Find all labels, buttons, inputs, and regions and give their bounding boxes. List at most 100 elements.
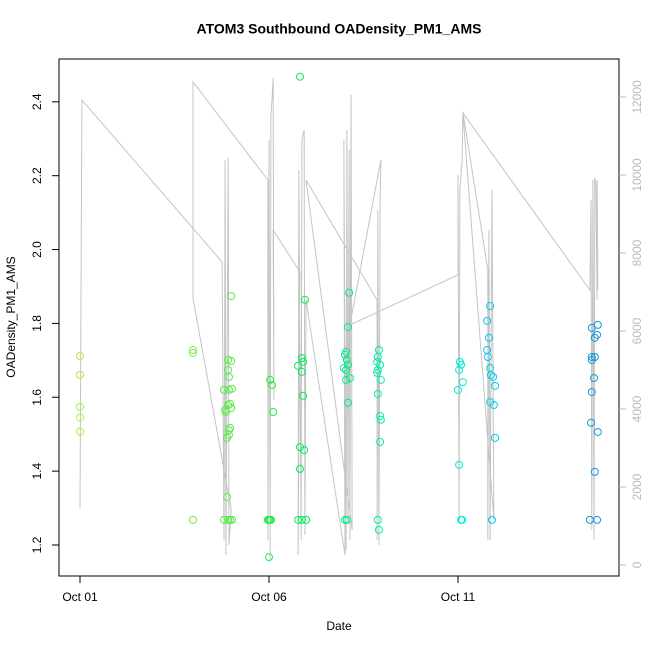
point (593, 427, 602, 436)
point (76, 370, 85, 379)
point (76, 427, 85, 436)
x-tick-label: Oct 11 (441, 590, 476, 604)
y2-tick-label: 4000 (630, 395, 644, 422)
point (224, 430, 233, 439)
point (483, 316, 492, 325)
y-tick-label: 2.2 (30, 167, 44, 184)
y-axis-label: OADensity_PM1_AMS (4, 256, 18, 377)
y-tick-label: 1.4 (30, 462, 44, 479)
point (587, 418, 596, 427)
y2-tick-label: 6000 (630, 317, 644, 344)
point (343, 398, 352, 407)
point (339, 364, 348, 373)
point (227, 357, 236, 366)
point (587, 388, 596, 397)
point (342, 515, 351, 524)
point (373, 389, 382, 398)
point (376, 415, 385, 424)
y-tick-label: 2.0 (30, 241, 44, 258)
x-tick-label: Oct 06 (251, 590, 287, 604)
point (374, 525, 383, 534)
point (345, 374, 354, 383)
point (457, 515, 466, 524)
point (489, 372, 498, 381)
point (458, 378, 467, 387)
point (189, 348, 198, 357)
point (265, 553, 273, 562)
point (302, 515, 311, 524)
point (300, 295, 309, 304)
point (486, 302, 495, 311)
y-tick-label: 2.4 (30, 93, 44, 110)
point (297, 515, 306, 524)
y2-tick-label: 8000 (630, 239, 644, 266)
point (223, 492, 232, 501)
y-tick-label: 1.8 (30, 315, 44, 332)
point (300, 446, 309, 455)
point (455, 460, 464, 469)
point (484, 333, 493, 342)
y2-tick-label: 2000 (630, 473, 644, 500)
point (295, 464, 304, 473)
y-tick-label: 1.2 (30, 536, 44, 553)
point (266, 375, 275, 384)
point (227, 292, 236, 301)
point (189, 345, 198, 354)
point (221, 408, 230, 417)
point (269, 408, 278, 417)
point (590, 467, 599, 476)
point (376, 375, 385, 384)
point (227, 515, 236, 524)
point (224, 426, 233, 435)
point (294, 361, 303, 370)
point (590, 374, 599, 383)
y-tick-label: 1.6 (30, 389, 44, 406)
point (299, 391, 308, 400)
point (294, 515, 303, 524)
point (342, 375, 351, 384)
point (226, 399, 235, 408)
point (224, 372, 233, 381)
point (268, 381, 277, 390)
point (453, 385, 462, 394)
point (342, 365, 351, 374)
altitude-line (79, 77, 599, 561)
point (295, 443, 304, 452)
y2-tick-label: 12000 (630, 80, 644, 114)
point (486, 371, 495, 380)
point (373, 515, 382, 524)
point (295, 72, 304, 81)
point (373, 353, 382, 362)
point (76, 351, 85, 360)
point (491, 381, 500, 390)
point (585, 515, 594, 524)
point (227, 403, 236, 412)
point (455, 365, 464, 374)
point (220, 515, 229, 524)
point (189, 515, 198, 524)
point (342, 355, 351, 364)
y2-tick-label: 0 (630, 561, 644, 568)
point (227, 384, 236, 393)
point (489, 401, 498, 410)
point (297, 367, 306, 376)
point (299, 357, 308, 366)
plot-frame (58, 58, 620, 577)
point (376, 412, 385, 421)
point (345, 288, 354, 297)
x-tick-label: Oct 01 (62, 590, 98, 604)
point (220, 385, 229, 394)
point (587, 353, 596, 362)
point (593, 330, 602, 339)
point (373, 365, 382, 374)
point (343, 323, 352, 332)
point (376, 360, 385, 369)
point (587, 323, 596, 332)
point (373, 368, 382, 377)
point (76, 413, 85, 422)
chart-title: ATOM3 Southbound OADensity_PM1_AMS (197, 21, 482, 37)
y2-tick-label: 10000 (630, 158, 644, 192)
point (491, 433, 500, 442)
point (374, 345, 383, 354)
